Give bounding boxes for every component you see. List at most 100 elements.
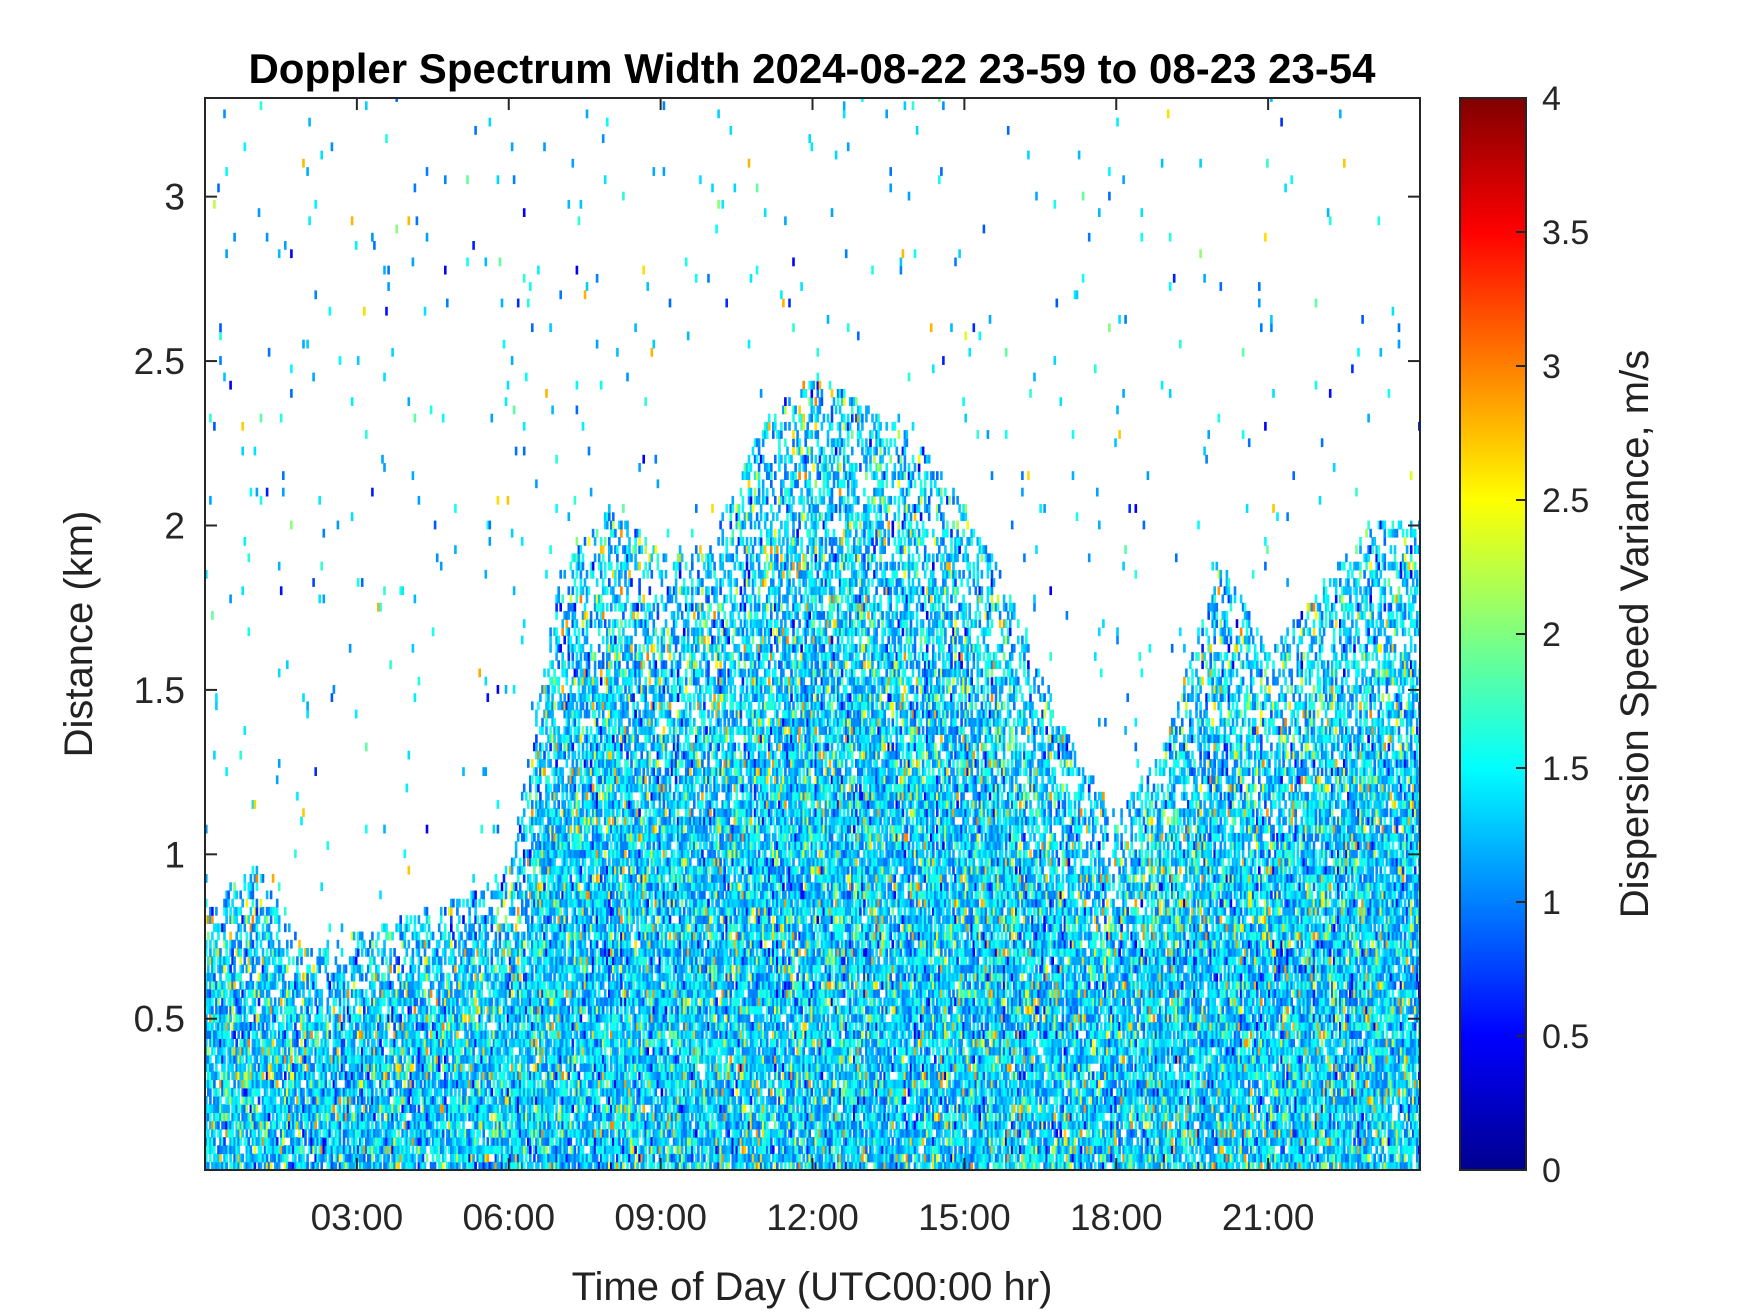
heatmap-cell bbox=[387, 1071, 390, 1080]
heatmap-cell bbox=[347, 1137, 350, 1146]
heatmap-cell bbox=[497, 175, 500, 184]
heatmap-cell bbox=[444, 907, 447, 916]
heatmap-cell bbox=[436, 553, 439, 562]
heatmap-cell bbox=[371, 948, 374, 957]
heatmap-cell bbox=[252, 1096, 255, 1105]
heatmap-cell bbox=[306, 701, 309, 710]
heatmap-cell bbox=[343, 1137, 346, 1146]
heatmap-cell bbox=[537, 1080, 540, 1089]
heatmap-cell bbox=[487, 932, 490, 941]
heatmap-cell bbox=[254, 1063, 257, 1072]
heatmap-cell bbox=[466, 175, 469, 184]
heatmap-cell bbox=[248, 1137, 251, 1146]
heatmap-cell bbox=[290, 521, 293, 530]
heatmap-cell bbox=[555, 759, 558, 768]
heatmap-cell bbox=[462, 915, 465, 924]
heatmap-cell bbox=[450, 915, 453, 924]
heatmap-cell bbox=[371, 940, 374, 949]
heatmap-cell bbox=[472, 1014, 475, 1023]
heatmap-cell bbox=[446, 299, 449, 308]
heatmap-cell bbox=[553, 915, 556, 924]
heatmap-cell bbox=[373, 956, 376, 965]
heatmap-cell bbox=[535, 479, 538, 488]
heatmap-cell bbox=[535, 792, 538, 801]
heatmap-cell bbox=[456, 923, 459, 932]
heatmap-cell bbox=[487, 1030, 490, 1039]
heatmap-cell bbox=[355, 997, 358, 1006]
heatmap-cell bbox=[499, 1006, 502, 1015]
heatmap-cell bbox=[511, 1121, 514, 1130]
heatmap-cell bbox=[426, 1154, 429, 1163]
heatmap-cell bbox=[250, 874, 253, 883]
heatmap-cell bbox=[543, 1022, 546, 1031]
heatmap-cell bbox=[387, 973, 390, 982]
heatmap-cell bbox=[462, 1063, 465, 1072]
heatmap-cell bbox=[227, 1022, 230, 1031]
heatmap-cell bbox=[456, 907, 459, 916]
heatmap-cell bbox=[280, 586, 283, 595]
heatmap-cell bbox=[359, 1104, 362, 1113]
heatmap-cell bbox=[507, 1113, 510, 1122]
heatmap-cell bbox=[335, 997, 338, 1006]
heatmap-cell bbox=[335, 1080, 338, 1089]
heatmap-cell bbox=[513, 406, 516, 415]
heatmap-cell bbox=[209, 414, 212, 423]
heatmap-cell bbox=[531, 775, 534, 784]
heatmap-cell bbox=[529, 1145, 532, 1154]
heatmap-cell bbox=[327, 1047, 330, 1056]
heatmap-cell bbox=[250, 1145, 253, 1154]
heatmap-cell bbox=[460, 932, 463, 941]
heatmap-cell bbox=[503, 948, 506, 957]
heatmap-cell bbox=[511, 989, 514, 998]
heatmap-cell bbox=[215, 940, 218, 949]
heatmap-cell bbox=[509, 940, 512, 949]
heatmap-cell bbox=[262, 1022, 265, 1031]
heatmap-cell bbox=[250, 932, 253, 941]
heatmap-cell bbox=[284, 981, 287, 990]
heatmap-cell bbox=[379, 891, 382, 900]
heatmap-cell bbox=[294, 1047, 297, 1056]
heatmap-cell bbox=[511, 1030, 514, 1039]
heatmap-cell bbox=[268, 989, 271, 998]
heatmap-cell bbox=[381, 1047, 384, 1056]
heatmap-cell bbox=[485, 1055, 488, 1064]
heatmap-cell bbox=[555, 652, 558, 661]
heatmap-cell bbox=[288, 923, 291, 932]
heatmap-cell bbox=[367, 1071, 370, 1080]
heatmap-cell bbox=[476, 1137, 479, 1146]
heatmap-cell bbox=[539, 792, 542, 801]
heatmap-cell bbox=[535, 718, 538, 727]
heatmap-cell bbox=[426, 1030, 429, 1039]
heatmap-cell bbox=[278, 669, 281, 678]
heatmap-cell bbox=[306, 973, 309, 982]
heatmap-cell bbox=[404, 1113, 407, 1122]
heatmap-cell bbox=[327, 1137, 330, 1146]
heatmap-cell bbox=[389, 660, 392, 669]
heatmap-cell bbox=[278, 915, 281, 924]
heatmap-cell bbox=[521, 1047, 524, 1056]
heatmap-cell bbox=[549, 759, 552, 768]
heatmap-cell bbox=[239, 940, 242, 949]
heatmap-cell bbox=[503, 1071, 506, 1080]
heatmap-cell bbox=[515, 882, 518, 891]
heatmap-cell bbox=[414, 1104, 417, 1113]
heatmap-cell bbox=[531, 1137, 534, 1146]
heatmap-cell bbox=[268, 1022, 271, 1031]
heatmap-cell bbox=[312, 578, 315, 587]
heatmap-cell bbox=[225, 1006, 228, 1015]
heatmap-cell bbox=[379, 1006, 382, 1015]
heatmap-cell bbox=[209, 948, 212, 957]
heatmap-cell bbox=[239, 956, 242, 965]
heatmap-cell bbox=[426, 1129, 429, 1138]
heatmap-cell bbox=[233, 233, 236, 242]
heatmap-cell bbox=[225, 1154, 228, 1163]
heatmap-cell bbox=[365, 1047, 368, 1056]
heatmap-cell bbox=[507, 1030, 510, 1039]
heatmap-cell bbox=[458, 1088, 461, 1097]
heatmap-cell bbox=[260, 940, 263, 949]
heatmap-cell bbox=[302, 1063, 305, 1072]
heatmap-cell bbox=[454, 956, 457, 965]
heatmap-cell bbox=[278, 1121, 281, 1130]
heatmap-cell bbox=[270, 891, 273, 900]
heatmap-cell bbox=[260, 1129, 263, 1138]
